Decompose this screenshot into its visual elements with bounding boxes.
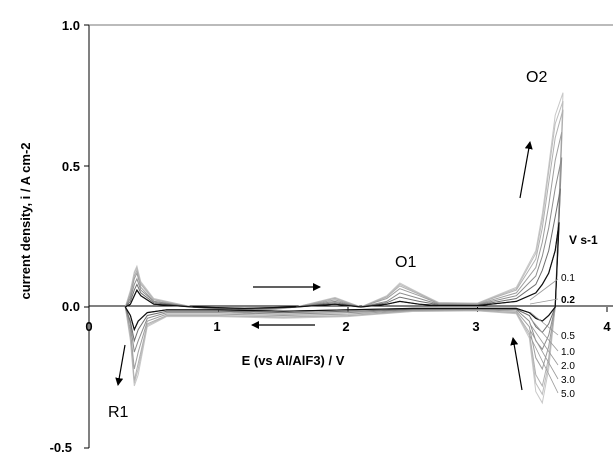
scan-rate-label: 0.2 (561, 295, 575, 306)
y-axis-title: current density, i / A cm-2 (18, 142, 33, 299)
series-line-emphasis (124, 222, 560, 332)
reverse-peak-arrow (510, 337, 523, 391)
series-line (124, 100, 564, 396)
series-line (124, 222, 560, 332)
y-tick-label: 1.0 (62, 18, 80, 33)
series-line (124, 188, 561, 343)
annotation-r1: R1 (108, 404, 129, 421)
scan-rate-label: 0.5 (561, 331, 575, 342)
y-tick-label: 0.0 (62, 299, 80, 314)
x-tick-label: 0 (85, 319, 92, 334)
x-tick-label: 2 (342, 319, 349, 334)
leader-lines (529, 278, 559, 394)
series-group (124, 92, 564, 405)
scan-rate-label: 5.0 (561, 389, 575, 400)
scan-rate-labels: 0.1 0.2 0.5 1.0 2.0 3.0 5.0 (561, 273, 575, 400)
scan-rate-label: 1.0 (561, 347, 575, 358)
x-axis-title: E (vs Al/AlF3) / V (242, 353, 345, 368)
series-line (124, 109, 564, 388)
r1-arrow (115, 344, 126, 386)
y-tick-marks (84, 24, 89, 449)
annotation-o1: O1 (395, 254, 416, 271)
scan-rate-label: 2.0 (561, 361, 575, 372)
x-tick-label: 1 (213, 319, 220, 334)
annotation-o2: O2 (526, 69, 547, 86)
x-tick-label: 3 (472, 319, 479, 334)
y-tick-label: 0.5 (62, 159, 80, 174)
scan-rate-label: 0.1 (561, 273, 575, 284)
x-tick-label: 4 (603, 319, 611, 334)
y-tick-label: -0.5 (50, 440, 72, 453)
o2-arrow (519, 141, 533, 199)
legend-title: V s-1 (569, 233, 598, 247)
scan-rate-label: 3.0 (561, 375, 575, 386)
